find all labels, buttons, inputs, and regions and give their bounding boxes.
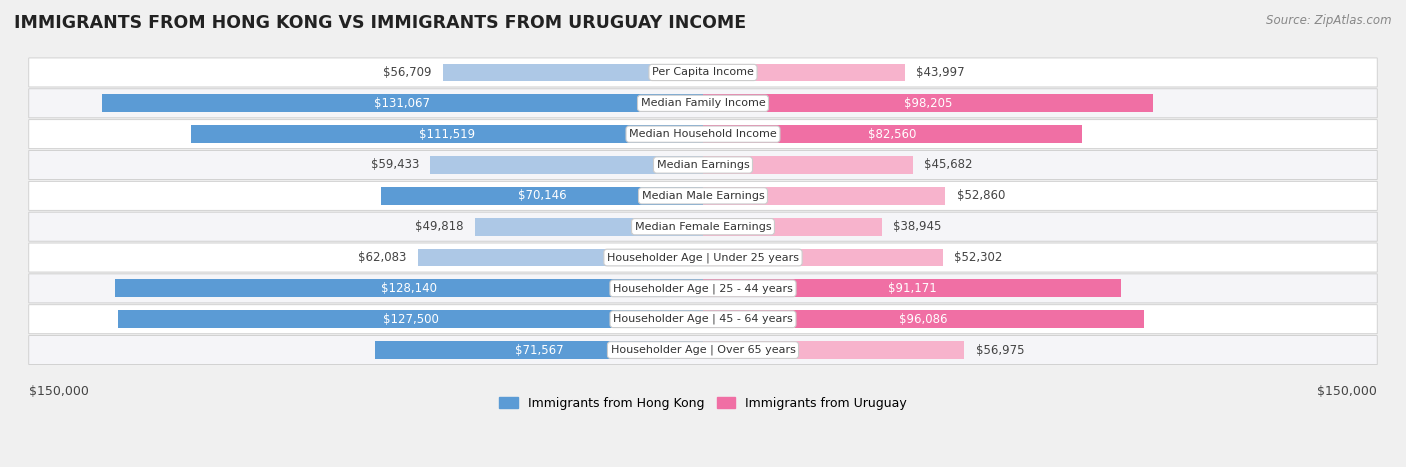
- Bar: [703, 64, 905, 81]
- Text: Per Capita Income: Per Capita Income: [652, 67, 754, 78]
- FancyBboxPatch shape: [28, 150, 1378, 179]
- Text: $71,567: $71,567: [515, 344, 564, 357]
- Text: $52,302: $52,302: [955, 251, 1002, 264]
- Text: $62,083: $62,083: [359, 251, 406, 264]
- FancyBboxPatch shape: [28, 305, 1378, 334]
- Bar: [115, 279, 703, 297]
- Text: Median Family Income: Median Family Income: [641, 98, 765, 108]
- Bar: [118, 310, 703, 328]
- FancyBboxPatch shape: [28, 212, 1378, 241]
- FancyBboxPatch shape: [28, 336, 1378, 365]
- Bar: [703, 125, 1081, 143]
- Text: $56,975: $56,975: [976, 344, 1025, 357]
- Text: Median Male Earnings: Median Male Earnings: [641, 191, 765, 201]
- Text: $52,860: $52,860: [957, 189, 1005, 202]
- Text: $150,000: $150,000: [1317, 385, 1378, 397]
- Text: $96,086: $96,086: [898, 313, 948, 326]
- Bar: [703, 341, 965, 359]
- Text: $111,519: $111,519: [419, 127, 475, 141]
- Bar: [381, 187, 703, 205]
- Bar: [474, 218, 703, 236]
- Text: $98,205: $98,205: [904, 97, 952, 110]
- Text: $45,682: $45,682: [924, 158, 973, 171]
- Bar: [703, 187, 945, 205]
- Bar: [703, 156, 912, 174]
- Text: $43,997: $43,997: [917, 66, 965, 79]
- FancyBboxPatch shape: [28, 274, 1378, 303]
- Text: Householder Age | 45 - 64 years: Householder Age | 45 - 64 years: [613, 314, 793, 325]
- Bar: [703, 279, 1121, 297]
- Bar: [703, 94, 1153, 112]
- FancyBboxPatch shape: [28, 181, 1378, 210]
- Text: $131,067: $131,067: [374, 97, 430, 110]
- Text: $91,171: $91,171: [887, 282, 936, 295]
- Text: $127,500: $127,500: [382, 313, 439, 326]
- Text: Median Female Earnings: Median Female Earnings: [634, 222, 772, 232]
- Text: $38,945: $38,945: [893, 220, 942, 233]
- FancyBboxPatch shape: [28, 120, 1378, 149]
- Bar: [703, 218, 882, 236]
- Text: $128,140: $128,140: [381, 282, 437, 295]
- Text: Householder Age | 25 - 44 years: Householder Age | 25 - 44 years: [613, 283, 793, 294]
- Bar: [703, 310, 1143, 328]
- Text: Source: ZipAtlas.com: Source: ZipAtlas.com: [1267, 14, 1392, 27]
- Text: $56,709: $56,709: [382, 66, 432, 79]
- Text: Householder Age | Over 65 years: Householder Age | Over 65 years: [610, 345, 796, 355]
- Text: $70,146: $70,146: [517, 189, 567, 202]
- Bar: [191, 125, 703, 143]
- Text: IMMIGRANTS FROM HONG KONG VS IMMIGRANTS FROM URUGUAY INCOME: IMMIGRANTS FROM HONG KONG VS IMMIGRANTS …: [14, 14, 747, 32]
- FancyBboxPatch shape: [28, 243, 1378, 272]
- Legend: Immigrants from Hong Kong, Immigrants from Uruguay: Immigrants from Hong Kong, Immigrants fr…: [494, 392, 912, 415]
- Bar: [101, 94, 703, 112]
- Bar: [430, 156, 703, 174]
- Bar: [443, 64, 703, 81]
- Bar: [375, 341, 703, 359]
- Text: Householder Age | Under 25 years: Householder Age | Under 25 years: [607, 252, 799, 263]
- FancyBboxPatch shape: [28, 89, 1378, 118]
- Bar: [418, 248, 703, 267]
- Text: $59,433: $59,433: [371, 158, 419, 171]
- Text: Median Household Income: Median Household Income: [628, 129, 778, 139]
- Text: $49,818: $49,818: [415, 220, 463, 233]
- Bar: [703, 248, 943, 267]
- Text: $82,560: $82,560: [868, 127, 917, 141]
- FancyBboxPatch shape: [28, 58, 1378, 87]
- Text: $150,000: $150,000: [28, 385, 89, 397]
- Text: Median Earnings: Median Earnings: [657, 160, 749, 170]
